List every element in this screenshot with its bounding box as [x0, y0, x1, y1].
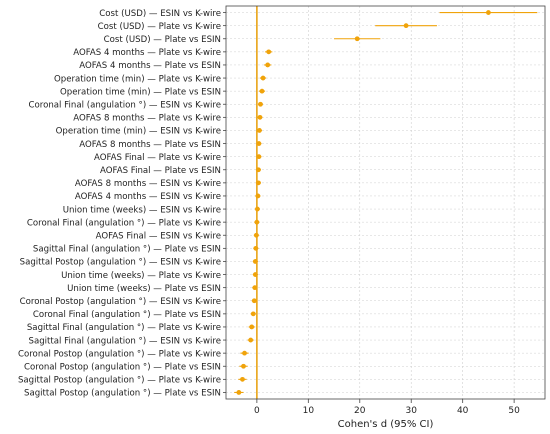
effect-point [255, 193, 261, 199]
effect-point [251, 298, 257, 304]
row-label: Cost (USD) — Plate vs ESIN [104, 35, 221, 45]
effect-point [259, 88, 265, 94]
x-tick-label: 20 [354, 406, 366, 416]
row-label: Cost (USD) — ESIN vs K-wire [99, 9, 221, 19]
row-label: AOFAS 4 months — Plate vs ESIN [79, 61, 221, 71]
row-label: Coronal Postop (angulation °) — ESIN vs … [20, 297, 221, 307]
effect-point [256, 154, 262, 160]
row-label: Sagittal Final (angulation °) — Plate vs… [33, 245, 221, 255]
row-label: AOFAS Final — Plate vs K-wire [94, 153, 221, 163]
effect-point [486, 10, 491, 15]
row-label: Sagittal Postop (angulation °) — Plate v… [18, 376, 221, 386]
effect-point [403, 23, 409, 29]
effect-point [240, 376, 245, 382]
gridlines [226, 6, 545, 399]
x-tick-label: 50 [508, 406, 520, 416]
row-label: AOFAS 4 months — ESIN vs K-wire [75, 192, 221, 202]
effect-point [354, 36, 360, 42]
row-label: Sagittal Final (angulation °) — ESIN vs … [28, 336, 221, 346]
row-label: Sagittal Postop (angulation °) — ESIN vs… [20, 258, 221, 268]
row-label: Coronal Final (angulation °) — Plate vs … [27, 218, 221, 228]
x-tick-label: 30 [405, 406, 417, 416]
x-tick-label: 40 [457, 406, 469, 416]
effect-point [257, 114, 263, 120]
row-label: AOFAS 8 months — Plate vs K-wire [73, 114, 221, 124]
x-tick-label: 0 [254, 406, 260, 416]
effect-point [260, 75, 266, 81]
effect-point [254, 219, 260, 225]
effect-point [252, 259, 258, 264]
row-label: Sagittal Postop (angulation °) — Plate v… [24, 389, 221, 399]
effect-point [254, 206, 260, 212]
effect-point [236, 390, 242, 395]
row-labels: Cost (USD) — ESIN vs K-wire Cost (USD) — … [18, 9, 226, 399]
effect-point [258, 101, 263, 107]
effect-point [256, 180, 261, 186]
effect-point [248, 337, 254, 343]
row-label: Sagittal Final (angulation °) — Plate vs… [27, 323, 221, 333]
effect-point [256, 167, 261, 173]
effect-point [256, 141, 262, 146]
row-label: Coronal Final (angulation °) — ESIN vs K… [28, 100, 221, 110]
effect-point [253, 232, 259, 238]
effect-point [241, 363, 246, 369]
row-label: Coronal Postop (angulation °) — Plate vs… [24, 362, 221, 372]
row-label: Operation time (min) — ESIN vs K-wire [56, 127, 221, 137]
x-axis-ticks: 0 10 20 30 40 50 [254, 399, 520, 416]
row-label: Coronal Postop (angulation °) — Plate vs… [18, 349, 221, 359]
effect-points [236, 10, 491, 395]
row-label: AOFAS Final — Plate vs ESIN [100, 166, 221, 176]
effect-point [253, 245, 259, 251]
row-label: Union time (weeks) — ESIN vs K-wire [63, 205, 221, 215]
row-label: AOFAS 8 months — Plate vs ESIN [79, 140, 221, 150]
effect-point [249, 324, 255, 330]
row-label: AOFAS 4 months — Plate vs K-wire [73, 48, 221, 58]
row-label: AOFAS Final — ESIN vs K-wire [96, 231, 221, 241]
row-label: Operation time (min) — Plate vs ESIN [60, 87, 221, 97]
row-label: Union time (weeks) — Plate vs K-wire [61, 271, 221, 281]
row-label: Coronal Final (angulation °) — Plate vs … [33, 310, 221, 320]
effect-point [252, 272, 258, 277]
x-axis-label: Cohen's d (95% CI) [338, 419, 434, 430]
effect-point [242, 350, 247, 356]
row-label: Union time (weeks) — Plate vs ESIN [67, 284, 221, 294]
effect-point [266, 49, 272, 55]
effect-point [250, 311, 256, 317]
row-label: Operation time (min) — Plate vs K-wire [54, 74, 221, 84]
x-tick-label: 10 [303, 406, 315, 416]
effect-point [252, 285, 258, 291]
effect-point [257, 128, 262, 133]
row-label: Cost (USD) — Plate vs K-wire [98, 22, 221, 32]
effect-point [265, 62, 271, 68]
plot-frame [225, 5, 546, 400]
row-label: AOFAS 8 months — ESIN vs K-wire [75, 179, 221, 189]
